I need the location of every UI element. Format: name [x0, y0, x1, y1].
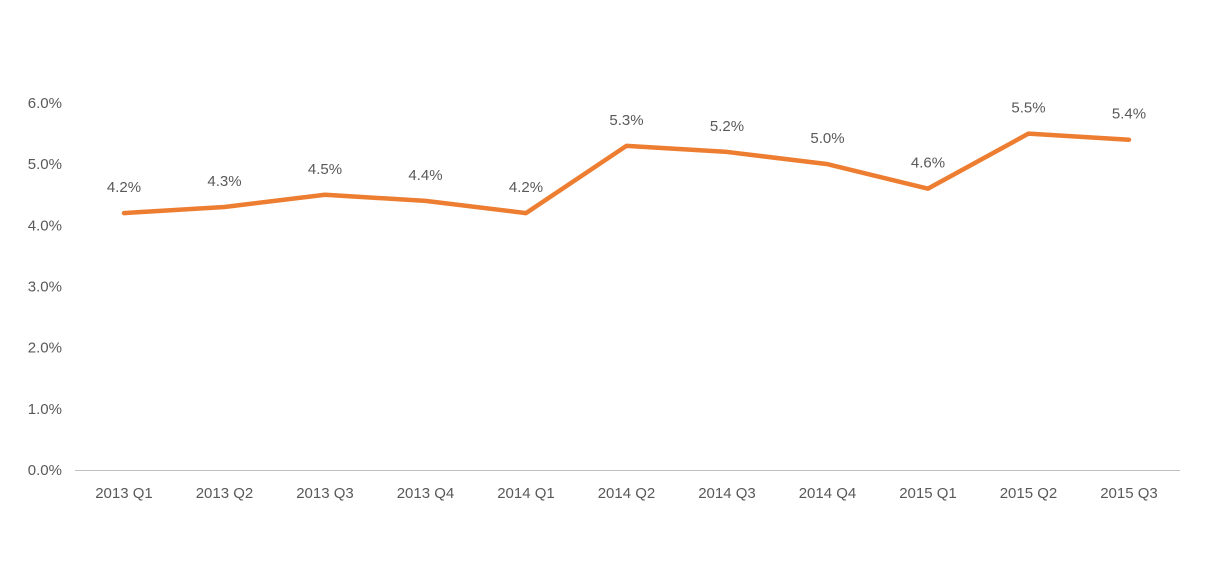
data-point-label: 5.2%: [710, 118, 744, 135]
y-axis-tick-label: 3.0%: [28, 279, 62, 296]
x-axis-tick-label: 2013 Q1: [95, 485, 153, 502]
data-point-label: 5.3%: [609, 112, 643, 129]
x-axis-tick-label: 2013 Q4: [397, 485, 455, 502]
x-axis-tick-label: 2014 Q1: [497, 485, 555, 502]
data-point-label: 4.2%: [107, 179, 141, 196]
data-point-label: 5.5%: [1011, 100, 1045, 117]
x-axis-tick-label: 2015 Q2: [1000, 485, 1058, 502]
data-point-label: 5.4%: [1112, 106, 1146, 123]
series-line: [121, 131, 1132, 216]
x-axis-tick-label: 2015 Q1: [899, 485, 957, 502]
x-axis-tick-label: 2014 Q2: [598, 485, 656, 502]
x-axis-tick-label: 2013 Q2: [196, 485, 254, 502]
x-axis-tick-label: 2014 Q3: [698, 485, 756, 502]
y-axis-tick-label: 5.0%: [28, 156, 62, 173]
data-point-label: 5.0%: [810, 130, 844, 147]
data-point-label: 4.4%: [408, 167, 442, 184]
x-axis-tick-label: 2015 Q3: [1100, 485, 1158, 502]
y-axis-tick-label: 2.0%: [28, 340, 62, 357]
y-axis-tick-label: 4.0%: [28, 217, 62, 234]
data-point-label: 4.2%: [509, 179, 543, 196]
x-axis-tick-label: 2013 Q3: [296, 485, 354, 502]
y-axis-tick-label: 0.0%: [28, 462, 62, 479]
data-point-label: 4.6%: [911, 155, 945, 172]
x-axis-tick-label: 2014 Q4: [799, 485, 857, 502]
data-point-label: 4.5%: [308, 161, 342, 178]
data-point-label: 4.3%: [207, 173, 241, 190]
y-axis-tick-label: 6.0%: [28, 95, 62, 112]
y-axis-tick-label: 1.0%: [28, 401, 62, 418]
